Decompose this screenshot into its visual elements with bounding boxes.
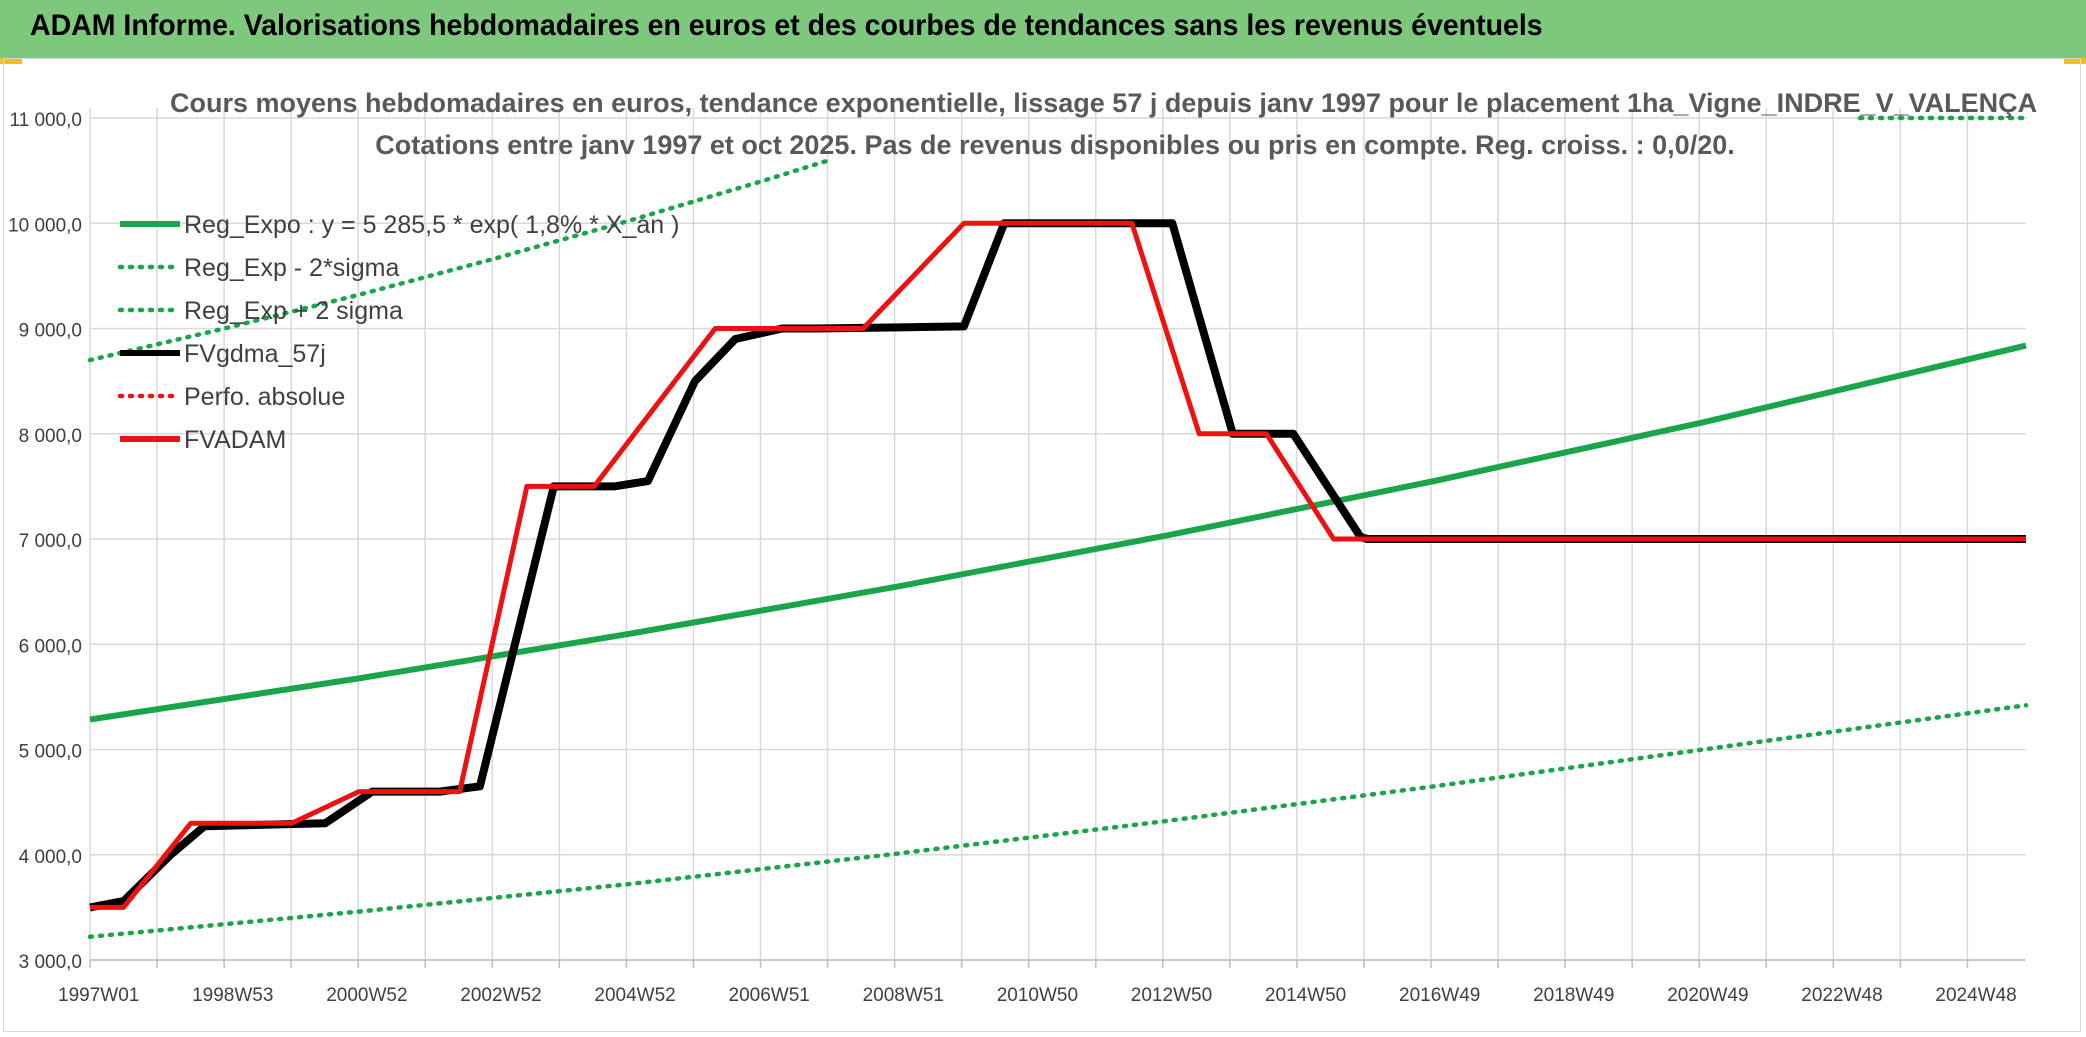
report-header: ADAM Informe. Valorisations hebdomadaire…	[0, 0, 2086, 58]
y-tick-label: 11 000,0	[9, 110, 82, 131]
corner-mark-left	[0, 58, 22, 64]
series-line	[90, 220, 2026, 910]
y-tick-label: 5 000,0	[19, 742, 82, 763]
chart-subtitle: Cotations entre janv 1997 et oct 2025. P…	[375, 130, 1735, 160]
x-tick-label: 2012W50	[1131, 985, 1212, 1006]
series-line	[87, 703, 2029, 940]
axes: 3 000,0 4 000,0 5 000,0 6 000,0 7 000,0 8 000…	[8, 110, 2026, 1006]
chart-frame	[3, 58, 2081, 1032]
x-tick-label: 2006W51	[729, 985, 810, 1006]
x-tick-label: 2024W48	[1935, 985, 2016, 1006]
legend-label: FVADAM	[184, 426, 286, 454]
y-tick-label: 9 000,0	[19, 321, 82, 342]
x-tick-label: 2022W48	[1801, 985, 1882, 1006]
legend-label: FVgdma_57j	[184, 340, 326, 368]
x-tick-label: 2008W51	[863, 985, 944, 1006]
y-tick-label: 7 000,0	[19, 531, 82, 552]
chart-title: Cours moyens hebdomadaires en euros, ten…	[170, 88, 2038, 118]
x-tick-label: 2018W49	[1533, 985, 1614, 1006]
legend-label: Reg_Exp - 2*sigma	[184, 254, 399, 282]
report-title: ADAM Informe. Valorisations hebdomadaire…	[30, 9, 1543, 42]
series-lines	[87, 115, 2029, 940]
x-tick-label: 2014W50	[1265, 985, 1346, 1006]
x-tick-label: 2002W52	[460, 985, 541, 1006]
x-tick-label: 2004W52	[594, 985, 675, 1006]
x-tick-label: 2016W49	[1399, 985, 1480, 1006]
x-tick-label: 2000W52	[326, 985, 407, 1006]
y-tick-label: 6 000,0	[19, 636, 82, 657]
y-tick-label: 3 000,0	[19, 952, 82, 973]
corner-mark-right	[2064, 58, 2086, 64]
series-line	[89, 219, 2026, 912]
grid-lines	[89, 108, 2026, 961]
y-tick-label: 8 000,0	[19, 426, 82, 447]
legend-label: Reg_Expo : y = 5 285,5 * exp( 1,8% * X_a…	[184, 211, 679, 239]
series-line	[87, 157, 832, 363]
y-tick-label: 10 000,0	[8, 215, 82, 236]
legend-label: Perfo. absolue	[184, 383, 345, 411]
x-tick-label: 1998W53	[192, 985, 273, 1006]
series-line	[89, 342, 2027, 723]
legend-label: Reg_Exp + 2 sigma	[184, 297, 403, 325]
x-tick-label: 2010W50	[997, 985, 1078, 1006]
x-tick-label: 2020W49	[1667, 985, 1748, 1006]
y-tick-label: 4 000,0	[19, 847, 82, 868]
x-tick-label: 1997W01	[58, 985, 139, 1006]
legend: Reg_Expo : y = 5 285,5 * exp( 1,8% * X_a…	[117, 211, 679, 454]
